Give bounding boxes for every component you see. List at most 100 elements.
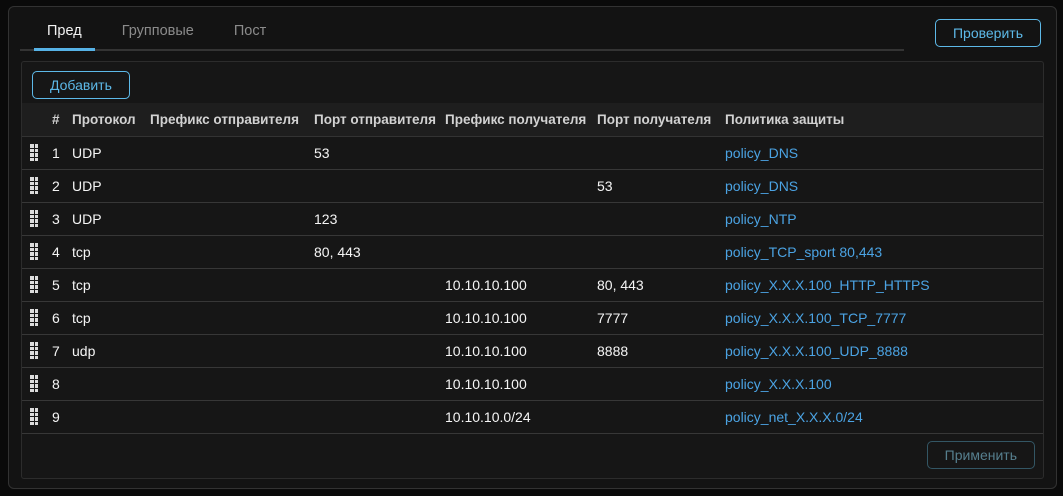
- policy-link[interactable]: policy_DNS: [725, 144, 799, 161]
- column-header-dst-prefix: Префикс получателя: [445, 103, 597, 137]
- row-number: 9: [52, 400, 72, 434]
- dst-port-cell: 8888: [597, 334, 725, 368]
- dst-prefix-cell: 10.10.10.100: [445, 268, 597, 302]
- protocol-cell: UDP: [72, 169, 150, 203]
- dst-port-cell: [597, 400, 725, 434]
- tab-strip: Пред Групповые Пост: [20, 14, 904, 51]
- dst-prefix-cell: 10.10.10.100: [445, 301, 597, 335]
- dst-prefix-cell: [445, 202, 597, 236]
- tab-pre[interactable]: Пред: [34, 14, 95, 51]
- column-header-src-port: Порт отправителя: [314, 103, 445, 137]
- policy-link[interactable]: policy_X.X.X.100_TCP_7777: [725, 309, 907, 326]
- protocol-cell: [72, 400, 150, 434]
- drag-handle-icon[interactable]: [30, 210, 38, 228]
- rules-table: # Протокол Префикс отправителя Порт отпр…: [22, 103, 1043, 434]
- src-port-cell: 80, 443: [314, 235, 445, 269]
- drag-handle-icon[interactable]: [30, 177, 38, 195]
- drag-handle-icon[interactable]: [30, 276, 38, 294]
- drag-handle-icon[interactable]: [30, 309, 38, 327]
- protocol-cell: tcp: [72, 235, 150, 269]
- drag-cell: [22, 169, 52, 203]
- dst-port-cell: 80, 443: [597, 268, 725, 302]
- drag-cell: [22, 268, 52, 302]
- policy-link[interactable]: policy_X.X.X.100: [725, 375, 832, 392]
- src-port-cell: [314, 367, 445, 401]
- src-port-cell: [314, 268, 445, 302]
- protocol-cell: UDP: [72, 136, 150, 170]
- policy-link[interactable]: policy_X.X.X.100_HTTP_HTTPS: [725, 276, 930, 293]
- src-prefix-cell: [150, 367, 314, 401]
- policy-cell: policy_X.X.X.100_UDP_8888: [725, 334, 1043, 368]
- table-row: 7 udp 10.10.10.100 8888 policy_X.X.X.100_UDP…: [22, 334, 1043, 368]
- policy-cell: policy_DNS: [725, 169, 1043, 203]
- dst-prefix-cell: 10.10.10.0/24: [445, 400, 597, 434]
- src-prefix-cell: [150, 301, 314, 335]
- src-prefix-cell: [150, 268, 314, 302]
- row-number: 2: [52, 169, 72, 203]
- protocol-cell: [72, 367, 150, 401]
- tab-bar: Пред Групповые Пост Проверить: [9, 7, 1056, 55]
- drag-handle-icon[interactable]: [30, 243, 38, 261]
- policy-link[interactable]: policy_net_X.X.X.0/24: [725, 408, 863, 425]
- apply-button[interactable]: Применить: [926, 441, 1035, 469]
- drag-cell: [22, 301, 52, 335]
- policy-cell: policy_DNS: [725, 136, 1043, 170]
- table-row: 2 UDP 53 policy_DNS: [22, 169, 1043, 203]
- table-row: 5 tcp 10.10.10.100 80, 443 policy_X.X.X.100_…: [22, 268, 1043, 302]
- drag-cell: [22, 202, 52, 236]
- row-number: 7: [52, 334, 72, 368]
- dst-prefix-cell: [445, 235, 597, 269]
- dst-prefix-cell: [445, 136, 597, 170]
- drag-handle-icon[interactable]: [30, 144, 38, 162]
- table-header-row: # Протокол Префикс отправителя Порт отпр…: [22, 103, 1043, 137]
- policy-cell: policy_X.X.X.100: [725, 367, 1043, 401]
- protocol-cell: udp: [72, 334, 150, 368]
- src-prefix-cell: [150, 136, 314, 170]
- drag-cell: [22, 367, 52, 401]
- dst-prefix-cell: [445, 169, 597, 203]
- src-port-cell: 53: [314, 136, 445, 170]
- drag-cell: [22, 334, 52, 368]
- dst-port-cell: [597, 202, 725, 236]
- protocol-cell: UDP: [72, 202, 150, 236]
- table-row: 3 UDP 123 policy_NTP: [22, 202, 1043, 236]
- table-row: 4 tcp 80, 443 policy_TCP_sport 80,443: [22, 235, 1043, 269]
- table-row: 8 10.10.10.100 policy_X.X.X.100: [22, 367, 1043, 401]
- tab-group[interactable]: Групповые: [121, 23, 194, 39]
- column-header-dst-port: Порт получателя: [597, 103, 725, 137]
- rules-panel: Добавить # Протокол Префикс отправителя …: [21, 61, 1044, 479]
- src-port-cell: [314, 400, 445, 434]
- drag-cell: [22, 235, 52, 269]
- src-prefix-cell: [150, 169, 314, 203]
- add-button[interactable]: Добавить: [32, 71, 130, 99]
- protocol-cell: tcp: [72, 268, 150, 302]
- row-number: 8: [52, 367, 72, 401]
- column-header-num: #: [52, 103, 72, 137]
- column-header-policy: Политика защиты: [725, 103, 1043, 137]
- dst-prefix-cell: 10.10.10.100: [445, 334, 597, 368]
- policy-link[interactable]: policy_TCP_sport 80,443: [725, 243, 883, 260]
- row-number: 6: [52, 301, 72, 335]
- policy-cell: policy_X.X.X.100_TCP_7777: [725, 301, 1043, 335]
- src-prefix-cell: [150, 400, 314, 434]
- dst-prefix-cell: 10.10.10.100: [445, 367, 597, 401]
- column-header-protocol: Протокол: [72, 103, 150, 137]
- drag-handle-icon[interactable]: [30, 408, 38, 426]
- policy-cell: policy_X.X.X.100_HTTP_HTTPS: [725, 268, 1043, 302]
- dst-port-cell: [597, 235, 725, 269]
- protocol-cell: tcp: [72, 301, 150, 335]
- column-header-src-prefix: Префикс отправителя: [150, 103, 314, 137]
- drag-handle-icon[interactable]: [30, 342, 38, 360]
- dst-port-cell: [597, 367, 725, 401]
- policy-link[interactable]: policy_DNS: [725, 177, 799, 194]
- drag-handle-icon[interactable]: [30, 375, 38, 393]
- table-row: 6 tcp 10.10.10.100 7777 policy_X.X.X.100_TCP…: [22, 301, 1043, 335]
- rules-window: Пред Групповые Пост Проверить Добавить #…: [8, 6, 1057, 489]
- policy-link[interactable]: policy_NTP: [725, 210, 797, 227]
- drag-cell: [22, 400, 52, 434]
- policy-link[interactable]: policy_X.X.X.100_UDP_8888: [725, 342, 908, 359]
- check-button[interactable]: Проверить: [934, 19, 1041, 47]
- column-header-drag: [22, 103, 52, 137]
- tab-post[interactable]: Пост: [233, 23, 267, 39]
- src-prefix-cell: [150, 334, 314, 368]
